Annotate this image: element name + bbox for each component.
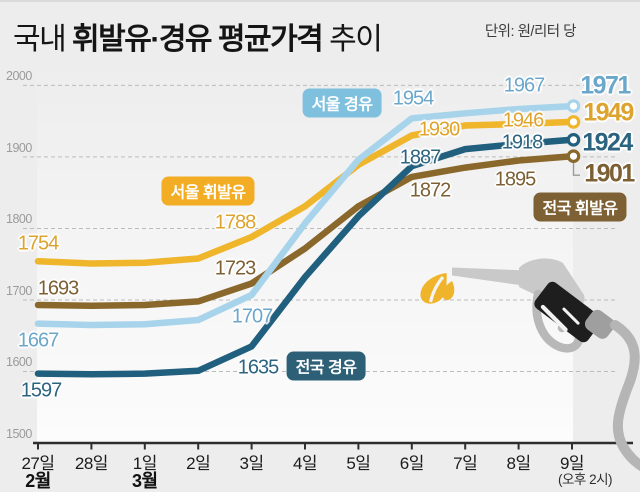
fuel-nozzle-illustration <box>420 258 640 472</box>
series-end-marker-0 <box>566 99 581 113</box>
series-line-1 <box>34 118 576 267</box>
unit-label: 단위: 원/리터 당 <box>484 24 577 40</box>
series-end-marker-1 <box>566 115 581 129</box>
header: 국내 휘발유·경유 평균가격 추이 <box>13 14 633 58</box>
series-line-3 <box>34 136 576 378</box>
title-prefix: 국내 <box>13 23 73 56</box>
series-line-2 <box>34 152 576 309</box>
series-line-0 <box>34 102 576 329</box>
series-end-marker-2 <box>566 149 581 163</box>
series-end-marker-3 <box>566 133 581 147</box>
nozzle-body <box>452 258 640 472</box>
nozzle-hose <box>610 320 640 472</box>
fuel-drop-icon <box>420 273 455 304</box>
title-suffix: 추이 <box>322 23 383 56</box>
label-connector <box>572 161 580 176</box>
title-main: 휘발유·경유 평균가격 <box>72 23 324 56</box>
page-title: 국내 휘발유·경유 평균가격 추이 <box>13 14 383 58</box>
chart-plot-area <box>23 65 633 450</box>
